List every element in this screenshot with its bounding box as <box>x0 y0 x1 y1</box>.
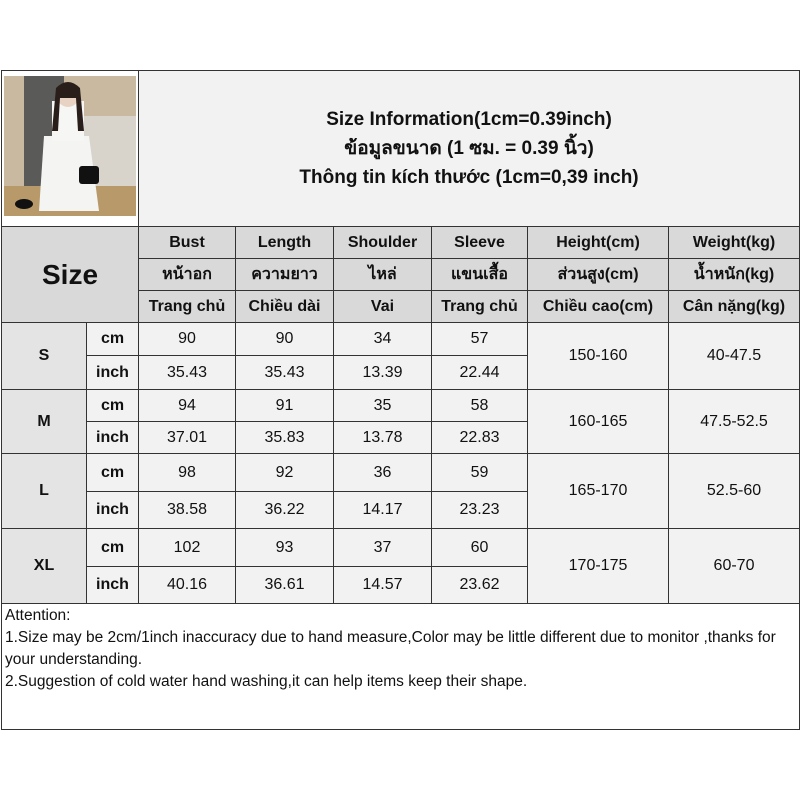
col-header-bust-th: หน้าอก <box>138 258 236 291</box>
size-label: M <box>1 389 87 454</box>
product-photo <box>1 70 139 227</box>
measurement-cell: 60 <box>431 528 528 567</box>
col-header-bust-vi: Trang chủ <box>138 290 236 323</box>
col-header-sleeve-vi: Trang chủ <box>431 290 528 323</box>
col-header-length-vi: Chiều dài <box>235 290 334 323</box>
col-header-height: Height(cm) <box>527 226 669 259</box>
measurement-cell: 36.22 <box>235 491 334 529</box>
size-label: S <box>1 322 87 390</box>
measurement-cell: 35.83 <box>235 421 334 454</box>
measurement-cell: 36.61 <box>235 566 334 604</box>
measurement-cell: 90 <box>235 322 334 356</box>
measurement-cell: 90 <box>138 322 236 356</box>
measurement-cell: 92 <box>235 453 334 492</box>
measurement-cell: 94 <box>138 389 236 422</box>
measurement-cell: 36 <box>333 453 432 492</box>
measurement-cell: 102 <box>138 528 236 567</box>
weight-cell: 52.5-60 <box>667 453 800 529</box>
table-row: inch 40.16 36.61 14.57 23.62 <box>2 566 800 604</box>
measurement-cell: 14.17 <box>333 491 432 529</box>
size-header: Size <box>1 226 139 323</box>
unit-label: cm <box>86 453 139 492</box>
col-header-weight-vi: Cân nặng(kg) <box>667 290 800 323</box>
col-header-bust: Bust <box>138 226 236 259</box>
unit-label: inch <box>86 421 139 454</box>
measurement-cell: 14.57 <box>333 566 432 604</box>
size-label: XL <box>1 528 87 604</box>
measurement-cell: 58 <box>431 389 528 422</box>
measurement-cell: 23.62 <box>431 566 528 604</box>
title-vietnamese: Thông tin kích thước (1cm=0,39 inch) <box>299 167 639 188</box>
title-english: Size Information(1cm=0.39inch) <box>326 109 612 130</box>
col-header-weight: Weight(kg) <box>667 226 800 259</box>
attention-line-2: 2.Suggestion of cold water hand washing,… <box>5 673 528 690</box>
unit-label: cm <box>86 528 139 567</box>
size-label: L <box>1 453 87 529</box>
weight-cell: 40-47.5 <box>667 322 800 390</box>
col-header-weight-th: น้ำหนัก(kg) <box>667 258 800 291</box>
attention-heading: Attention: <box>5 607 71 624</box>
measurement-cell: 98 <box>138 453 236 492</box>
weight-cell: 47.5-52.5 <box>667 389 800 454</box>
measurement-cell: 35.43 <box>235 355 334 390</box>
measurement-cell: 37 <box>333 528 432 567</box>
col-header-height-vi: Chiều cao(cm) <box>527 290 669 323</box>
unit-label: cm <box>86 322 139 356</box>
measurement-cell: 91 <box>235 389 334 422</box>
unit-label: inch <box>86 491 139 529</box>
size-chart: Size Information(1cm=0.39inch) ข้อมูลขนา… <box>0 70 800 730</box>
attention-note: Attention: 1.Size may be 2cm/1inch inacc… <box>0 603 800 730</box>
col-header-shoulder-th: ไหล่ <box>333 258 432 291</box>
title-cell: Size Information(1cm=0.39inch) ข้อมูลขนา… <box>137 70 800 227</box>
measurement-cell: 37.01 <box>138 421 236 454</box>
table-row: inch 35.43 35.43 13.39 22.44 <box>2 355 800 390</box>
height-cell: 170-175 <box>527 528 669 604</box>
col-header-sleeve: Sleeve <box>431 226 528 259</box>
weight-cell: 60-70 <box>667 528 800 604</box>
height-cell: 150-160 <box>527 322 669 390</box>
title-thai: ข้อมูลขนาด (1 ซม. = 0.39 นิ้ว) <box>344 138 594 159</box>
measurement-cell: 22.44 <box>431 355 528 390</box>
measurement-cell: 38.58 <box>138 491 236 529</box>
measurement-cell: 57 <box>431 322 528 356</box>
measurement-cell: 35.43 <box>138 355 236 390</box>
model-photo-image <box>4 76 136 216</box>
unit-label: cm <box>86 389 139 422</box>
col-header-shoulder-vi: Vai <box>333 290 432 323</box>
unit-label: inch <box>86 355 139 390</box>
measurement-cell: 35 <box>333 389 432 422</box>
col-header-sleeve-th: แขนเสื้อ <box>431 258 528 291</box>
measurement-cell: 13.39 <box>333 355 432 390</box>
col-header-shoulder: Shoulder <box>333 226 432 259</box>
measurement-cell: 93 <box>235 528 334 567</box>
measurement-cell: 34 <box>333 322 432 356</box>
measurement-cell: 59 <box>431 453 528 492</box>
measurement-cell: 40.16 <box>138 566 236 604</box>
height-cell: 165-170 <box>527 453 669 529</box>
table-row: XL cm 102 93 37 60 170-175 60-70 <box>1 528 800 604</box>
measurement-cell: 22.83 <box>431 421 528 454</box>
col-header-height-th: ส่วนสูง(cm) <box>527 258 669 291</box>
unit-label: inch <box>86 566 139 604</box>
col-header-length: Length <box>235 226 334 259</box>
height-cell: 160-165 <box>527 389 669 454</box>
attention-line-1: 1.Size may be 2cm/1inch inaccuracy due t… <box>5 629 776 668</box>
measurement-cell: 23.23 <box>431 491 528 529</box>
measurement-cell: 13.78 <box>333 421 432 454</box>
col-header-length-th: ความยาว <box>235 258 334 291</box>
